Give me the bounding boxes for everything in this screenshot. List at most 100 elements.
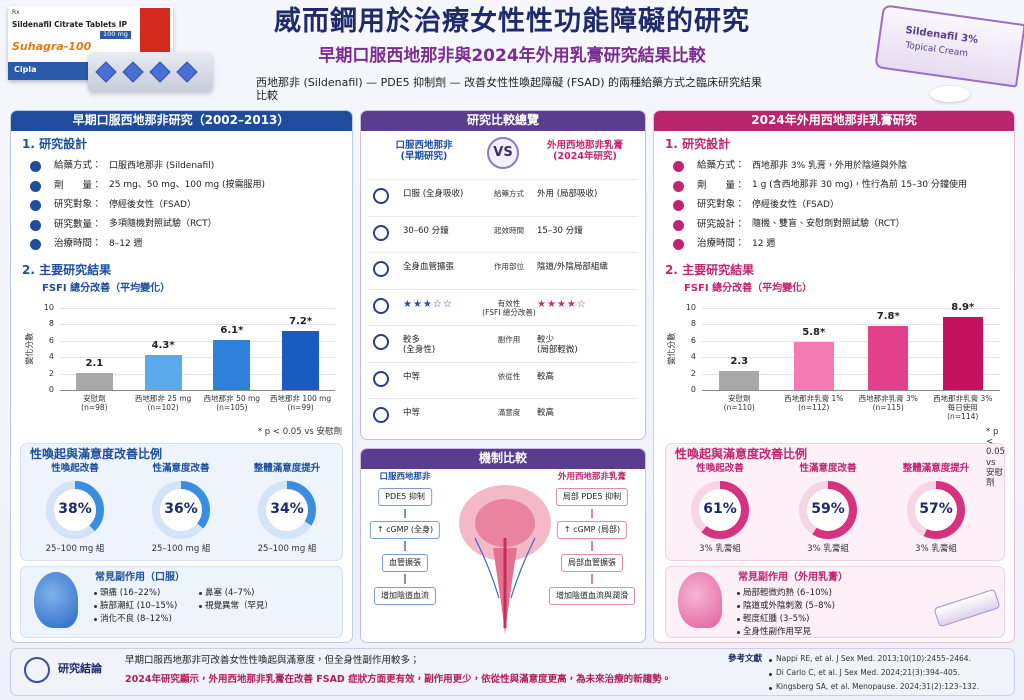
row-icon xyxy=(373,188,389,204)
panel-title: 2024年外用西地那非乳膏研究 xyxy=(751,113,917,127)
box-brand: Suhagra-100 xyxy=(12,40,92,53)
donut-value: 38% xyxy=(58,501,92,517)
head-icon xyxy=(678,572,722,628)
design-value: 多項隨機對照試驗（RCT） xyxy=(109,219,217,229)
conclusion-line: 2024年研究顯示，外用西地那非乳膏在改善 FSAD 症狀方面更有效，副作用更少… xyxy=(125,674,672,685)
design-icon xyxy=(673,219,684,231)
donut-group: 25–100 mg 組 xyxy=(151,544,211,554)
x-category: 西地那非 50 mg (n=105) xyxy=(204,394,260,412)
overview-cream: 外用 (局部吸收) xyxy=(537,189,598,199)
grid-line xyxy=(702,324,1000,326)
sample-size: (n=105) xyxy=(216,403,248,412)
overview-cream: 較高 xyxy=(537,408,555,418)
donut-group: 3% 乳膏組 xyxy=(699,544,741,554)
references-title: 參考文獻 xyxy=(728,654,763,664)
overview-right-head: 外用西地那非乳膏 (2024年研究) xyxy=(546,140,624,163)
donut-arc xyxy=(691,481,749,539)
y-axis-label: 變化分數 xyxy=(667,332,677,365)
pills xyxy=(95,61,198,83)
design-label: 研究對象： xyxy=(54,199,102,210)
bar xyxy=(282,330,320,390)
donut xyxy=(691,481,749,539)
overview-criterion: 作用部位 xyxy=(494,262,524,271)
donut-value: 34% xyxy=(270,501,304,517)
section-heading: 1. 研究設計 xyxy=(665,137,731,151)
footnote: * p < 0.05 vs 安慰劑 xyxy=(257,427,342,437)
overview-cream: 陰道/外陰局部組織 xyxy=(537,262,608,272)
design-value: 隨機、雙盲、安慰劑對照試驗（RCT） xyxy=(752,219,905,229)
overview-oral: 全身血管擴張 xyxy=(403,262,455,272)
chart-title: 性喚起與滿意度改善比例 xyxy=(30,447,163,461)
donut-group: 3% 乳膏組 xyxy=(915,544,957,554)
mechanism-step: 血管擴張 xyxy=(382,554,428,572)
x-category: 西地那非乳膏 3% 每日使用 (n=114) xyxy=(933,394,992,421)
grid-line xyxy=(702,357,1000,359)
donut-label: 整體滿意度提升 xyxy=(902,463,970,474)
bullet xyxy=(737,592,740,595)
mechanism-step: 局部血管擴張 xyxy=(561,554,623,572)
bar xyxy=(144,354,182,390)
bullet xyxy=(199,592,202,595)
x-category: 安慰劑 (n=110) xyxy=(724,394,755,412)
design-value: 口服西地那非 (Sildenafil) xyxy=(109,160,215,171)
reference: Kingsberg SA, et al. Menopause. 2024;31(… xyxy=(776,682,979,691)
row-divider xyxy=(368,325,638,326)
y-tick-label: 10 xyxy=(685,303,696,312)
box-rx: Rx xyxy=(12,9,20,16)
donut xyxy=(152,481,210,539)
overview-left-head: 口服西地那非 (早期研究) xyxy=(395,140,453,163)
mechanism-step: 增加陰道血流與潤滑 xyxy=(549,587,635,605)
box-strength: 100 mg xyxy=(100,30,131,39)
page-title: 威而鋼用於治療女性性功能障礙的研究 xyxy=(274,6,750,37)
sample-size: (n=114) xyxy=(947,412,979,421)
donut-group: 3% 乳膏組 xyxy=(807,544,849,554)
donut-holder xyxy=(149,478,213,542)
side-effects-title: 常見副作用（口服） xyxy=(95,572,185,583)
design-label: 給藥方式： xyxy=(697,160,745,171)
row-divider xyxy=(368,361,638,363)
page-subtitle: 早期口服西地那非與2024年外用乳膏研究結果比較 xyxy=(318,46,706,66)
design-label: 劑 量： xyxy=(697,179,745,191)
donut-arc xyxy=(799,481,857,539)
mechanism-step: ↑ cGMP (局部) xyxy=(556,521,628,539)
donut-label: 性滿意度改善 xyxy=(152,463,210,474)
grid-line xyxy=(60,357,335,359)
conclusion-line: 早期口服西地那非可改善女性性喚起與滿意度，但全身性副作用較多； xyxy=(125,655,420,666)
x-tick-label: 安慰劑 xyxy=(83,394,106,403)
panel-title: 研究比較總覽 xyxy=(466,113,540,127)
head-icon xyxy=(34,572,78,628)
side-effect-item: 頭痛 (16–22%) xyxy=(100,588,161,598)
chart-title: FSFI 總分改善（平均變化） xyxy=(684,283,813,294)
bar xyxy=(213,339,251,390)
value-label: 2.1 xyxy=(85,357,104,369)
footnote: * p < 0.05 vs 安慰劑 xyxy=(986,427,1005,488)
overview-header-bar xyxy=(361,111,645,131)
vs-label: VS xyxy=(493,145,513,160)
bullet xyxy=(737,618,740,621)
section-heading: 2. 主要研究結果 xyxy=(665,263,755,277)
y-tick-label: 10 xyxy=(43,303,54,312)
conclusion-icon xyxy=(24,657,50,683)
box-name: Sildenafil Citrate Tablets IP xyxy=(12,20,128,29)
bullet xyxy=(94,592,97,595)
overview-criterion: 起效時間 xyxy=(494,225,524,235)
design-value: 12 週 xyxy=(752,238,776,249)
overview-cream: 較高 xyxy=(537,371,555,382)
uterus-inner xyxy=(475,499,535,547)
donut xyxy=(46,481,104,539)
donut-holder xyxy=(904,478,968,542)
page-description: 西地那非 (Sildenafil) — PDE5 抑制劑 — 改善女性性喚起障礙… xyxy=(256,76,763,103)
x-tick-label: 安慰劑 xyxy=(728,394,751,403)
overview-oral: ★★★☆☆ xyxy=(403,298,453,310)
x-tick-label: 西地那非 100 mg xyxy=(270,394,332,403)
pill xyxy=(149,61,171,83)
sample-size: (n=99) xyxy=(287,403,314,412)
grid-line xyxy=(60,373,335,375)
side-effect-item: 全身性副作用罕見 xyxy=(743,627,812,637)
donut-holder xyxy=(255,478,319,542)
design-label: 治療時間： xyxy=(54,238,102,249)
design-icon xyxy=(30,239,41,250)
design-icon xyxy=(30,200,41,211)
row-icon xyxy=(373,261,389,277)
overview-oral: 30–60 分鐘 xyxy=(403,225,449,236)
